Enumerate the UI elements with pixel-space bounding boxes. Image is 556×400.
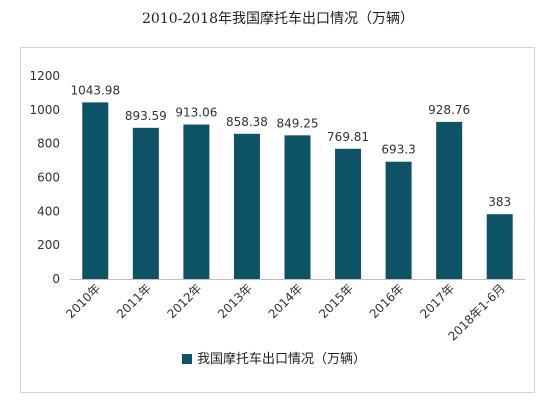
y-tick-label: 600	[37, 171, 60, 185]
bar	[132, 127, 159, 280]
data-label: 1043.98	[70, 83, 120, 97]
bar	[335, 148, 362, 279]
bar	[486, 214, 513, 279]
x-axis: 2010年 2011年 2012年 2013年 2014年 2015年 2016年 2017年…	[63, 279, 525, 344]
x-tick-label: 2013年	[215, 281, 255, 321]
data-label: 849.25	[277, 116, 319, 130]
data-label: 858.38	[226, 115, 268, 129]
bar	[284, 135, 311, 279]
y-tick-label: 800	[37, 137, 60, 151]
legend-label: 我国摩托车出口情况（万辆）	[197, 351, 366, 367]
legend-swatch	[182, 354, 192, 364]
data-label: 913.06	[175, 106, 217, 120]
data-label: 893.59	[125, 109, 167, 123]
x-tick-label: 2017年	[417, 281, 457, 321]
x-tick-label: 2011年	[114, 281, 154, 321]
bar	[183, 124, 210, 279]
y-tick-label: 0	[52, 272, 60, 286]
data-label: 769.81	[327, 130, 369, 144]
y-tick-label: 400	[37, 204, 60, 218]
y-axis: 0 200 400 600 800 1000 1200	[29, 69, 60, 286]
bar	[385, 161, 412, 279]
x-tick-label: 2015年	[316, 281, 356, 321]
data-label: 928.76	[428, 103, 470, 117]
bar-series	[82, 102, 513, 280]
chart-title: 2010-2018年我国摩托车出口情况（万辆）	[142, 11, 414, 27]
x-tick-label: 2010年	[63, 281, 103, 321]
data-labels: 1043.98 893.59 913.06 858.38 849.25 769.81 693…	[70, 83, 511, 209]
x-tick-label: 2014年	[266, 281, 306, 321]
y-tick-label: 200	[37, 238, 60, 252]
x-tick-label: 2016年	[367, 281, 407, 321]
data-label: 693.3	[381, 143, 415, 157]
data-label: 383	[488, 195, 511, 209]
y-tick-label: 1000	[29, 103, 60, 117]
x-tick-label: 2012年	[165, 281, 205, 321]
legend: 我国摩托车出口情况（万辆）	[182, 351, 366, 367]
bar	[436, 121, 463, 279]
bar	[233, 133, 260, 279]
y-tick-label: 1200	[29, 69, 60, 83]
bar	[82, 102, 109, 279]
